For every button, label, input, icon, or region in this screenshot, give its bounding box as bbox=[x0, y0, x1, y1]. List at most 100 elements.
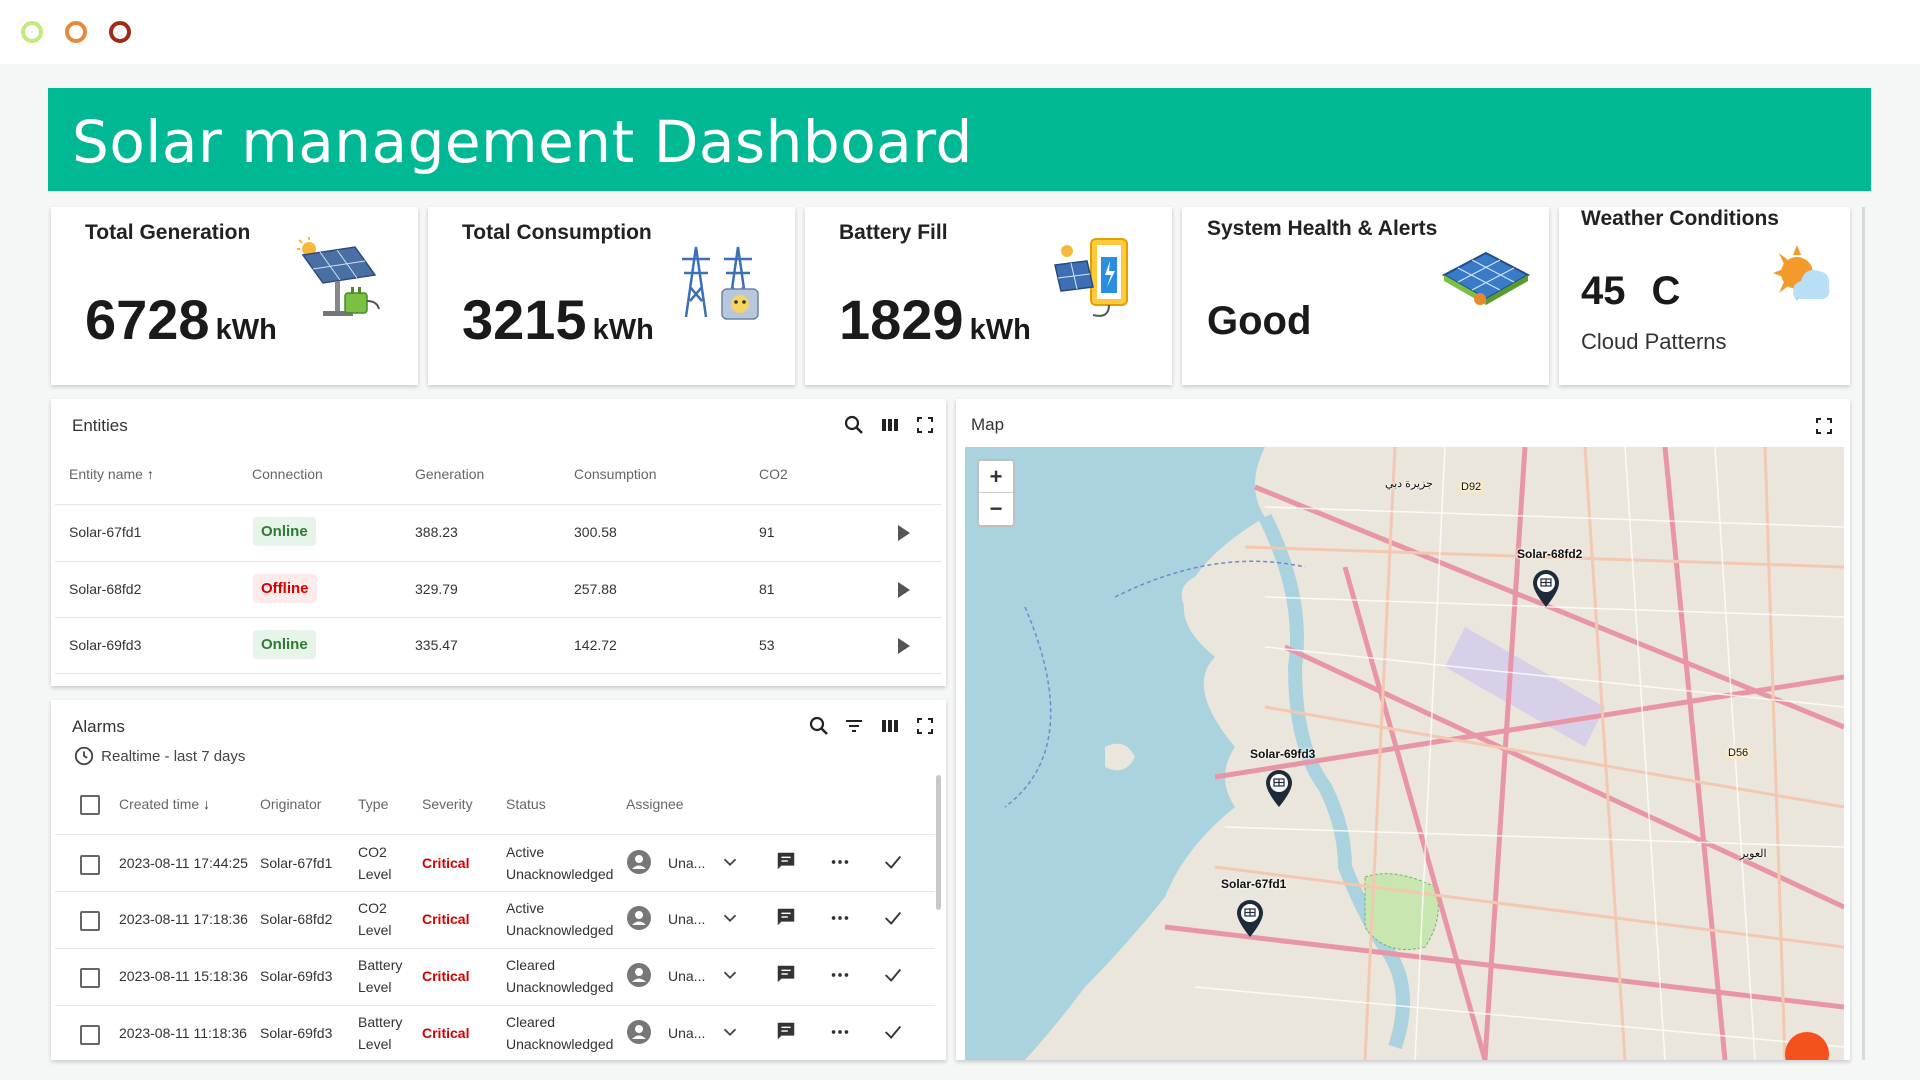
kpi-card-weather: Weather Conditions 45 C Cloud Patterns bbox=[1559, 207, 1850, 385]
column-header-status[interactable]: Status bbox=[506, 796, 546, 812]
green-circle-icon[interactable] bbox=[21, 21, 43, 43]
column-header-consumption[interactable]: Consumption bbox=[574, 466, 657, 482]
entity-name: Solar-67fd1 bbox=[69, 524, 142, 540]
divider bbox=[55, 617, 942, 618]
alarm-status: Active Unacknowledged bbox=[506, 900, 614, 938]
comment-icon[interactable] bbox=[775, 906, 797, 928]
alarm-type: Battery Level bbox=[358, 1014, 403, 1052]
battery-solar-icon bbox=[1054, 238, 1128, 317]
more-icon[interactable] bbox=[829, 1021, 851, 1043]
chevron-down-icon[interactable] bbox=[719, 907, 741, 929]
chevron-down-icon[interactable] bbox=[719, 851, 741, 873]
arrow-down-icon: ↓ bbox=[203, 796, 211, 812]
created-time: 2023-08-11 17:18:36 bbox=[119, 911, 248, 927]
timewindow-selector[interactable]: Realtime - last 7 days bbox=[73, 745, 245, 767]
acknowledge-check-icon[interactable] bbox=[882, 1021, 904, 1043]
filter-icon[interactable] bbox=[842, 714, 866, 738]
chevron-down-icon[interactable] bbox=[719, 1021, 741, 1043]
map-marker-icon[interactable] bbox=[1235, 899, 1265, 939]
assignee[interactable]: Una... bbox=[668, 911, 706, 927]
column-header-originator[interactable]: Originator bbox=[260, 796, 322, 812]
select-all-checkbox[interactable] bbox=[80, 795, 100, 815]
map-marker-icon[interactable] bbox=[1531, 569, 1561, 609]
zoom-out-button[interactable]: − bbox=[989, 496, 1003, 521]
kpi-title: System Health & Alerts bbox=[1207, 217, 1438, 240]
severity: Critical bbox=[422, 968, 470, 984]
assignee[interactable]: Una... bbox=[668, 968, 706, 984]
entities-title: Entities bbox=[72, 416, 128, 435]
kpi-title: Total Consumption bbox=[462, 221, 652, 244]
column-header-assignee[interactable]: Assignee bbox=[626, 796, 684, 812]
row-checkbox[interactable] bbox=[80, 1025, 100, 1045]
column-header-co2[interactable]: CO2 bbox=[759, 466, 788, 482]
column-header-created-time[interactable]: Created time ↓ bbox=[119, 796, 211, 812]
divider bbox=[55, 1005, 935, 1006]
alarms-title: Alarms bbox=[72, 717, 125, 736]
window-bar bbox=[0, 0, 1920, 64]
alarms-scrollbar[interactable] bbox=[936, 775, 941, 910]
divider bbox=[55, 504, 942, 505]
acknowledge-check-icon[interactable] bbox=[882, 964, 904, 986]
search-icon[interactable] bbox=[842, 413, 866, 437]
consumption-value: 257.88 bbox=[574, 581, 617, 597]
comment-icon[interactable] bbox=[775, 1020, 797, 1042]
solar-array-alert-icon bbox=[1441, 251, 1531, 305]
dashboard-edge bbox=[1862, 207, 1865, 1060]
marker-label: Solar-69fd3 bbox=[1250, 747, 1316, 761]
sun-cloud-icon bbox=[1773, 245, 1830, 301]
alarm-type: CO2 Level bbox=[358, 844, 392, 882]
orange-circle-icon[interactable] bbox=[65, 21, 87, 43]
originator: Solar-69fd3 bbox=[260, 968, 333, 984]
avatar-icon bbox=[627, 963, 651, 987]
generation-value: 388.23 bbox=[415, 524, 458, 540]
column-header-connection[interactable]: Connection bbox=[252, 466, 323, 482]
play-icon[interactable] bbox=[898, 638, 910, 654]
more-icon[interactable] bbox=[829, 851, 851, 873]
columns-icon[interactable] bbox=[878, 413, 902, 437]
column-header-generation[interactable]: Generation bbox=[415, 466, 485, 482]
zoom-in-button[interactable]: + bbox=[979, 461, 1013, 493]
kpi-title: Battery Fill bbox=[839, 221, 948, 244]
dashboard-header: Solar management Dashboard bbox=[48, 88, 1871, 191]
more-icon[interactable] bbox=[829, 964, 851, 986]
fullscreen-icon[interactable] bbox=[913, 413, 937, 437]
entity-name: Solar-69fd3 bbox=[69, 637, 142, 653]
map-place-label: العوير bbox=[1740, 848, 1767, 860]
play-icon[interactable] bbox=[898, 582, 910, 598]
fullscreen-icon[interactable] bbox=[913, 714, 937, 738]
divider bbox=[55, 673, 942, 674]
avatar-icon bbox=[627, 850, 651, 874]
co2-value: 91 bbox=[759, 524, 775, 540]
more-icon[interactable] bbox=[829, 907, 851, 929]
play-icon[interactable] bbox=[898, 525, 910, 541]
generation-value: 329.79 bbox=[415, 581, 458, 597]
page-title: Solar management Dashboard bbox=[72, 108, 973, 176]
column-header-type[interactable]: Type bbox=[358, 796, 389, 812]
map-place-label: D92 bbox=[1458, 481, 1485, 493]
acknowledge-check-icon[interactable] bbox=[882, 851, 904, 873]
status-badge: Online bbox=[253, 630, 316, 659]
avatar-icon bbox=[627, 1020, 651, 1044]
assignee[interactable]: Una... bbox=[668, 855, 706, 871]
comment-icon[interactable] bbox=[775, 850, 797, 872]
comment-icon[interactable] bbox=[775, 963, 797, 985]
kpi-value: 1829 kWh bbox=[839, 288, 1031, 351]
search-icon[interactable] bbox=[807, 714, 831, 738]
row-checkbox[interactable] bbox=[80, 968, 100, 988]
acknowledge-check-icon[interactable] bbox=[882, 907, 904, 929]
fullscreen-icon[interactable] bbox=[1812, 414, 1836, 438]
co2-value: 81 bbox=[759, 581, 775, 597]
column-header-entity-name[interactable]: Entity name ↑ bbox=[69, 466, 154, 482]
columns-icon[interactable] bbox=[878, 714, 902, 738]
consumption-value: 142.72 bbox=[574, 637, 617, 653]
map-canvas[interactable]: + − D92 D56 جزيرة دبي العوير Solar-68fd2… bbox=[965, 447, 1844, 1060]
row-checkbox[interactable] bbox=[80, 855, 100, 875]
chevron-down-icon[interactable] bbox=[719, 964, 741, 986]
map-marker-icon[interactable] bbox=[1264, 769, 1294, 809]
assignee[interactable]: Una... bbox=[668, 1025, 706, 1041]
column-header-severity[interactable]: Severity bbox=[422, 796, 473, 812]
arrow-up-icon: ↑ bbox=[146, 466, 154, 482]
kpi-card-total-generation: Total Generation 6728 kWh bbox=[51, 207, 418, 385]
red-circle-icon[interactable] bbox=[109, 21, 131, 43]
row-checkbox[interactable] bbox=[80, 911, 100, 931]
